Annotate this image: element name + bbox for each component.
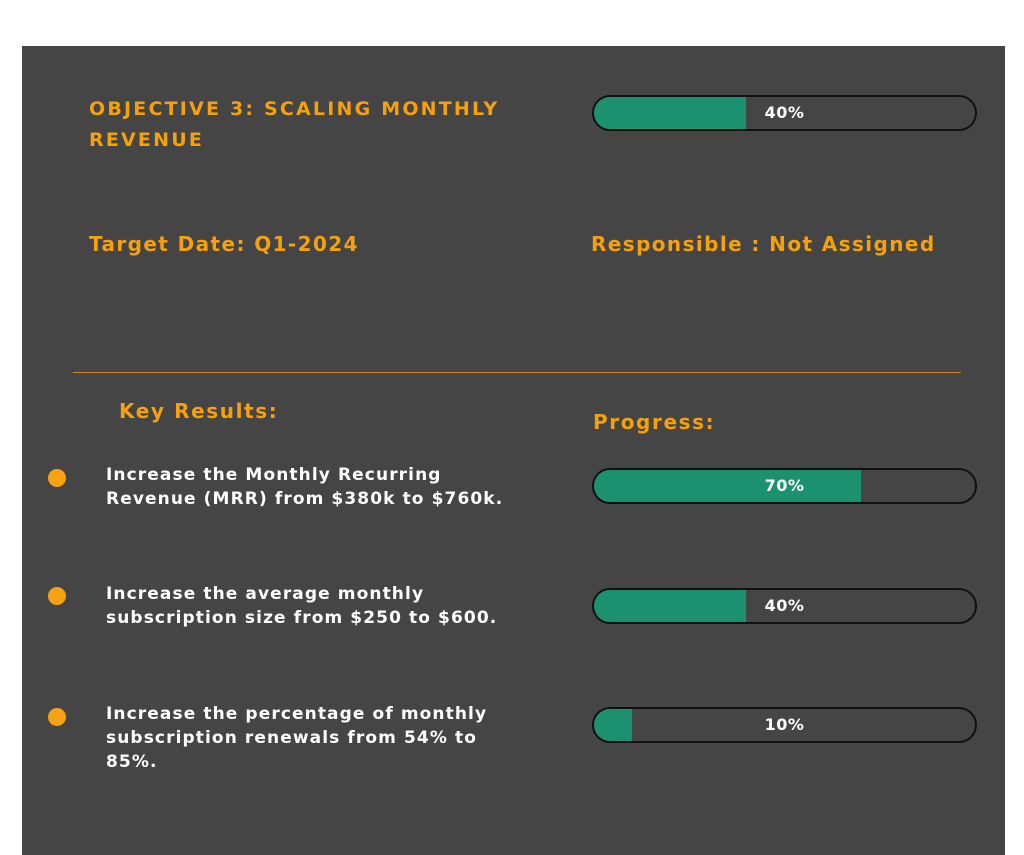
key-result-text: Increase the percentage of monthly subsc…: [106, 704, 488, 772]
objective-title: OBJECTIVE 3: SCALING MONTHLY REVENUE: [89, 98, 500, 151]
key-result-text: Increase the average monthly subscriptio…: [106, 584, 498, 628]
bullet-icon: [48, 469, 66, 487]
objective-card: OBJECTIVE 3: SCALING MONTHLY REVENUE 40%…: [22, 46, 1005, 855]
key-result-progress-fill: [594, 709, 633, 741]
section-divider: [73, 372, 961, 373]
key-result-progress-bar: 10%: [592, 707, 977, 743]
objective-progress-label: 40%: [764, 103, 805, 122]
bullet-icon: [48, 708, 66, 726]
objective-progress-bar: 40%: [592, 95, 977, 131]
bullet-icon: [48, 587, 66, 605]
progress-heading: Progress:: [593, 410, 716, 434]
key-result-progress-label: 40%: [764, 596, 805, 615]
key-result-progress-bar: 40%: [592, 588, 977, 624]
key-result-progress-bar: 70%: [592, 468, 977, 504]
key-result-text: Increase the Monthly Recurring Revenue (…: [106, 465, 504, 509]
objective-progress-fill: [594, 97, 747, 129]
key-result-progress-label: 10%: [764, 715, 805, 734]
key-result-progress-fill: [594, 470, 861, 502]
key-result-progress-fill: [594, 590, 747, 622]
key-results-heading: Key Results:: [119, 399, 279, 423]
responsible-label: Responsible : Not Assigned: [591, 232, 936, 256]
target-date: Target Date: Q1-2024: [89, 232, 359, 256]
key-result-progress-label: 70%: [764, 476, 805, 495]
